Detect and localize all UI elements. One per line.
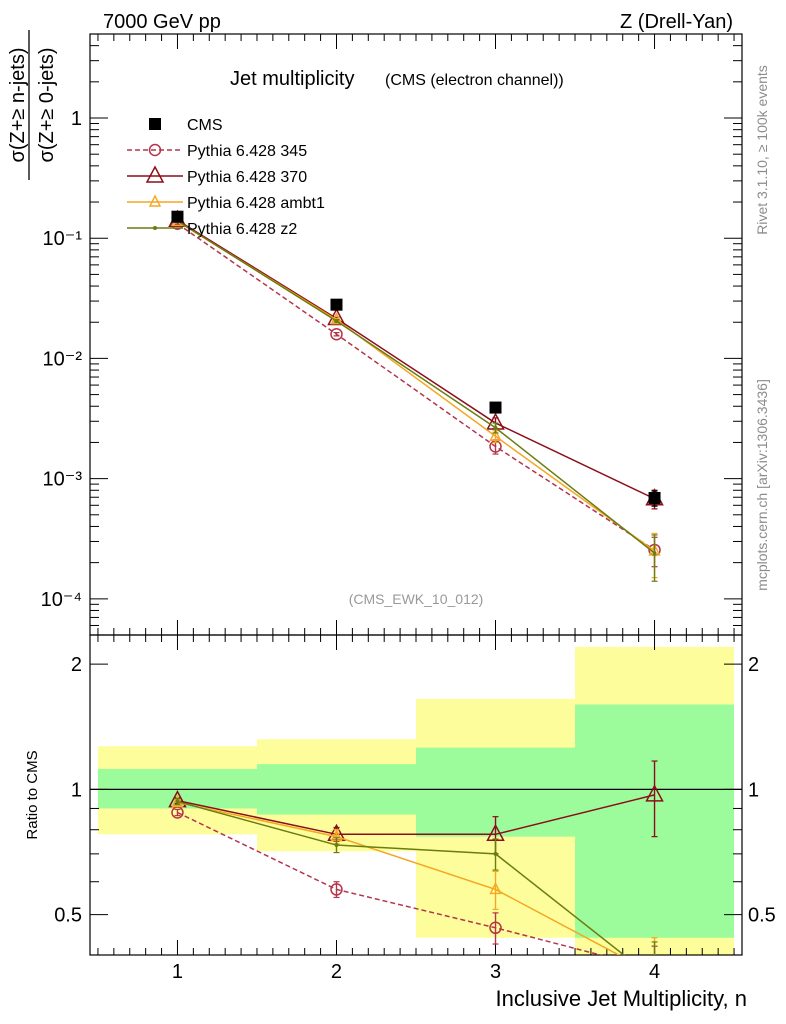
main-ytick-label: 10⁻³ xyxy=(43,469,83,491)
chart-subtitle: (CMS (electron channel)) xyxy=(385,72,564,89)
legend-entry-3: Pythia 6.428 ambt1 xyxy=(127,194,325,212)
main-4-series-line xyxy=(177,220,656,554)
chart-title: Jet multiplicity xyxy=(230,68,354,90)
ratio-3-series xyxy=(174,798,658,955)
xtick-label: 2 xyxy=(331,961,342,983)
main-4-point xyxy=(493,425,498,430)
ratio-ytick-label-right: 1 xyxy=(748,779,759,801)
legend-marker xyxy=(145,165,165,183)
legend-label: Pythia 6.428 370 xyxy=(187,169,307,186)
legend-label: CMS xyxy=(187,117,223,134)
ratio-3-point xyxy=(334,843,339,848)
main-4-point xyxy=(334,318,339,323)
rivet-label: Rivet 3.1.10, ≥ 100k events xyxy=(754,65,770,235)
legend-marker xyxy=(148,143,162,157)
main-2-series-line xyxy=(177,219,655,500)
ratio-ytick-label: 2 xyxy=(71,654,82,676)
ratio-1-point xyxy=(645,784,664,802)
mcplots-label: mcplots.cern.ch [arXiv:1306.3436] xyxy=(754,379,770,591)
legend: CMS Pythia 6.428 345 Pythia 6.428 370 Pythi… xyxy=(127,117,325,238)
ratio-ytick-label-right: 0.5 xyxy=(748,905,776,927)
main-1-series-line xyxy=(177,223,655,551)
main-3-series xyxy=(171,213,661,579)
axes: 10⁻⁴ 10⁻³ 10⁻² 10⁻¹ 1 0.5 0.5 1 1 2 2 1 2 3 4 xyxy=(41,33,776,983)
analysis-watermark: (CMS_EWK_10_012) xyxy=(349,591,484,607)
ratio-3-point xyxy=(175,799,180,804)
ratio-3-series-line xyxy=(177,800,626,955)
legend-label: Pythia 6.428 345 xyxy=(187,143,307,160)
main-4-point xyxy=(652,551,657,556)
ratio-ytick-label: 0.5 xyxy=(54,905,82,927)
ylabel-denominator: σ(Z+≥ 0-jets) xyxy=(36,48,58,163)
main-ytick-label: 10⁻¹ xyxy=(43,228,83,250)
main-3-series-line xyxy=(177,220,655,552)
ratio-3-point xyxy=(493,851,498,856)
main-0-series xyxy=(171,210,661,507)
xtick-label: 4 xyxy=(649,961,660,983)
main-1-series xyxy=(171,217,661,568)
ylabel-numerator: σ(Z+≥ n-jets) xyxy=(7,48,29,163)
main-3-point xyxy=(489,428,502,441)
ratio-0-series xyxy=(171,806,658,955)
ratio-0-series-line xyxy=(177,811,604,955)
main-0-point xyxy=(330,298,343,311)
header-left: 7000 GeV pp xyxy=(103,11,221,33)
main-1-point xyxy=(330,327,343,341)
ratio-ylabel: Ratio to CMS xyxy=(24,750,41,839)
xlabel: Inclusive Jet Multiplicity, n xyxy=(496,986,747,1011)
legend-marker xyxy=(153,226,157,230)
labels: 7000 GeV pp Z (Drell-Yan) Jet multiplici… xyxy=(7,11,770,1011)
ratio-bands xyxy=(97,646,735,955)
legend-marker xyxy=(149,118,161,130)
ratio-2-point xyxy=(489,881,502,895)
legend-label: Pythia 6.428 z2 xyxy=(187,221,297,238)
main-0-point xyxy=(489,401,502,414)
legend-entry-1: Pythia 6.428 345 xyxy=(127,143,307,160)
main-2-series xyxy=(168,209,664,510)
legend-entry-4: Pythia 6.428 z2 xyxy=(127,221,297,238)
header-right: Z (Drell-Yan) xyxy=(620,11,733,33)
legend-entry-0: CMS xyxy=(149,117,223,134)
legend-label: Pythia 6.428 ambt1 xyxy=(187,195,325,212)
ratio-ytick-label: 1 xyxy=(71,779,82,801)
main-4-series xyxy=(174,219,658,582)
main-ytick-label: 10⁻⁴ xyxy=(41,589,82,611)
legend-entry-2: Pythia 6.428 370 xyxy=(127,165,307,186)
main-ytick-label: 1 xyxy=(71,108,82,130)
xtick-label: 3 xyxy=(490,961,501,983)
xtick-label: 1 xyxy=(172,961,183,983)
main-ytick-label: 10⁻² xyxy=(43,348,83,370)
ratio-0-point xyxy=(489,921,502,935)
ratio-2-series-line xyxy=(177,801,621,955)
ratio-0-point xyxy=(330,883,343,896)
legend-marker xyxy=(148,194,162,207)
ratio-1-series-line xyxy=(177,794,655,836)
data-series xyxy=(168,209,664,955)
main-0-point xyxy=(648,491,661,504)
main-0-point xyxy=(171,210,184,223)
ratio-ytick-label-right: 2 xyxy=(748,654,759,676)
